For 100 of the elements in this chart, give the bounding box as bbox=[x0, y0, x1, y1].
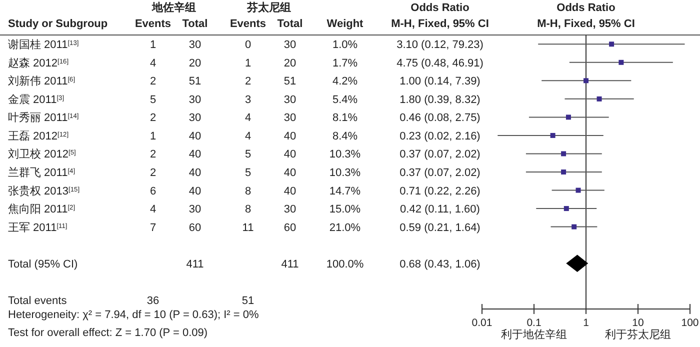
cell: 谢国桂 2011$^{[13]}$ bbox=[8, 39, 79, 52]
cell: 0.37 (0.07, 2.02) bbox=[400, 148, 480, 161]
cell: 1.7% bbox=[332, 57, 358, 70]
header: Events bbox=[134, 18, 172, 30]
cell: 4 bbox=[150, 204, 156, 216]
header: M-H, Fixed, 95% CI bbox=[391, 18, 489, 30]
cell: 1 bbox=[150, 130, 156, 142]
cell: 0 bbox=[244, 39, 252, 52]
cell: 4.75 (0.48, 46.91) bbox=[396, 57, 484, 70]
cell: 王磊 2012$^{[12]}$ bbox=[8, 130, 69, 142]
cell: 40 bbox=[188, 185, 202, 198]
cell: 8 bbox=[244, 204, 252, 216]
cell: 2 bbox=[150, 112, 156, 124]
cell: 6 bbox=[150, 185, 156, 198]
cell: 1.80 (0.39, 8.32) bbox=[400, 94, 480, 106]
cell: 1 bbox=[150, 39, 156, 52]
tick: 10 bbox=[632, 317, 644, 329]
cell: 0.59 (0.21, 1.64) bbox=[400, 222, 480, 234]
cell: 0.68 (0.43, 1.06) bbox=[400, 258, 480, 270]
cell: 11 bbox=[242, 222, 254, 234]
annotation: 利于芬太尼组 bbox=[605, 329, 671, 341]
cell: 40 bbox=[188, 167, 202, 179]
cell: 7 bbox=[150, 222, 156, 234]
cell: 40 bbox=[284, 148, 296, 161]
cell: 1 bbox=[244, 57, 252, 70]
cell: 100.0% bbox=[326, 258, 364, 270]
cell: 411 bbox=[186, 258, 204, 270]
cell: 焦向阳 2011$^{[2]}$ bbox=[8, 204, 76, 216]
cell: Total (95% CI) bbox=[8, 258, 78, 270]
cell: 36 bbox=[146, 294, 160, 307]
cell: 30 bbox=[188, 39, 202, 52]
header: Total bbox=[277, 18, 303, 30]
cell: 60 bbox=[284, 222, 296, 234]
cell: 51 bbox=[242, 294, 254, 307]
cell: 0.42 (0.11, 1.60) bbox=[400, 204, 480, 216]
cell: 0.23 (0.02, 2.16) bbox=[400, 130, 480, 142]
cell: 30 bbox=[188, 112, 202, 124]
cell: 4 bbox=[150, 57, 156, 70]
cell: 40 bbox=[188, 130, 202, 142]
cell: 8 bbox=[244, 185, 252, 198]
cell: 0.37 (0.07, 2.02) bbox=[400, 167, 480, 179]
cell: 14.7% bbox=[329, 185, 361, 198]
cell: 0.71 (0.22, 2.26) bbox=[400, 185, 480, 198]
annotation: Heterogeneity: χ² = 7.94, df = 10 (P = 0.63); I² = 0% bbox=[8, 309, 259, 321]
header: Weight bbox=[326, 18, 364, 30]
tick: 1 bbox=[583, 317, 589, 329]
cell: 40 bbox=[284, 167, 296, 179]
header: Events bbox=[230, 18, 266, 30]
cell: 5.4% bbox=[332, 94, 358, 106]
cell: 张贵权 2013$^{[15]}$ bbox=[8, 185, 80, 198]
cell: 30 bbox=[188, 204, 202, 216]
cell: 4 bbox=[244, 112, 252, 124]
cell: 60 bbox=[188, 222, 202, 234]
cell: 4 bbox=[244, 130, 252, 142]
cell: Total events bbox=[8, 294, 67, 307]
cell: 刘卫校 2012$^{[5]}$ bbox=[8, 148, 76, 161]
group-header: 芬太尼组 bbox=[247, 2, 291, 14]
annotation: Test for overall effect: Z = 1.70 (P = 0.09) bbox=[8, 327, 208, 339]
cell: 20 bbox=[188, 57, 202, 70]
subtitle: M-H, Fixed, 95% CI bbox=[537, 18, 635, 30]
cell: 赵森 2012$^{[16]}$ bbox=[8, 57, 69, 70]
cell: 8.1% bbox=[332, 112, 358, 124]
cell: 30 bbox=[188, 94, 202, 106]
cell: 20 bbox=[284, 57, 296, 70]
cell: 51 bbox=[284, 76, 296, 88]
cell: 3.10 (0.12, 79.23) bbox=[396, 39, 484, 52]
cell: 2 bbox=[150, 167, 156, 179]
cell: 2 bbox=[244, 76, 252, 88]
group-header: Odds Ratio bbox=[410, 2, 470, 14]
cell: 30 bbox=[284, 94, 296, 106]
cell: 刘新伟 2011$^{[6]}$ bbox=[8, 76, 76, 88]
cell: 1.00 (0.14, 7.39) bbox=[400, 76, 480, 88]
cell: 0.46 (0.08, 2.75) bbox=[400, 112, 480, 124]
cell: 兰群飞 2011$^{[4]}$ bbox=[8, 167, 76, 179]
cell: 5 bbox=[244, 167, 252, 179]
tick: 100 bbox=[681, 317, 699, 329]
cell: 30 bbox=[284, 39, 296, 52]
cell: 金震 2011$^{[3]}$ bbox=[8, 94, 64, 106]
cell: 4.2% bbox=[332, 76, 358, 88]
header: Study or Subgroup bbox=[8, 18, 108, 30]
cell: 10.3% bbox=[329, 148, 361, 161]
cell: 40 bbox=[284, 185, 296, 198]
cell: 1.0% bbox=[332, 39, 358, 52]
header: Total bbox=[182, 18, 208, 30]
cell: 30 bbox=[284, 112, 296, 124]
cell: 5 bbox=[150, 94, 156, 106]
cell: 10.3% bbox=[329, 167, 361, 179]
cell: 8.4% bbox=[332, 130, 358, 142]
cell: 40 bbox=[284, 130, 296, 142]
cell: 2 bbox=[150, 76, 156, 88]
cell: 叶秀丽 2011$^{[14]}$ bbox=[8, 112, 79, 124]
cell: 30 bbox=[284, 204, 296, 216]
cell: 40 bbox=[188, 148, 202, 161]
cell: 3 bbox=[244, 94, 252, 106]
cell: 51 bbox=[188, 76, 202, 88]
cell: 王军 2011$^{[11]}$ bbox=[8, 222, 68, 234]
cell: 2 bbox=[150, 148, 156, 161]
title: Odds Ratio bbox=[556, 2, 616, 14]
annotation: 利于地佐辛组 bbox=[501, 329, 567, 341]
group-header: 地佐辛组 bbox=[152, 2, 196, 14]
